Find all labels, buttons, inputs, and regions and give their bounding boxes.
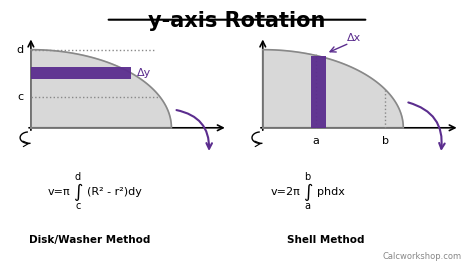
Text: Disk/Washer Method: Disk/Washer Method <box>29 235 150 245</box>
Text: Shell Method: Shell Method <box>287 235 365 245</box>
Text: y-axis Rotation: y-axis Rotation <box>148 11 326 31</box>
Polygon shape <box>31 50 172 128</box>
Text: ∫: ∫ <box>302 182 312 201</box>
Text: Δx: Δx <box>347 33 361 43</box>
Text: c: c <box>75 201 81 211</box>
Text: Δy: Δy <box>137 68 151 78</box>
Bar <box>311 56 326 128</box>
Text: (R² - r²)dy: (R² - r²)dy <box>87 187 142 197</box>
Text: phdx: phdx <box>317 187 345 197</box>
Text: Calcworkshop.com: Calcworkshop.com <box>383 252 462 261</box>
Text: v=2π: v=2π <box>271 187 300 197</box>
Text: a: a <box>304 201 310 211</box>
Text: d: d <box>75 172 81 182</box>
Text: c: c <box>18 92 24 102</box>
Text: a: a <box>313 136 319 146</box>
Text: v=π: v=π <box>48 187 71 197</box>
Text: ∫: ∫ <box>73 182 82 201</box>
Text: d: d <box>17 45 24 55</box>
Text: b: b <box>304 172 310 182</box>
Bar <box>31 68 131 79</box>
Polygon shape <box>263 50 403 128</box>
Text: b: b <box>382 136 389 146</box>
